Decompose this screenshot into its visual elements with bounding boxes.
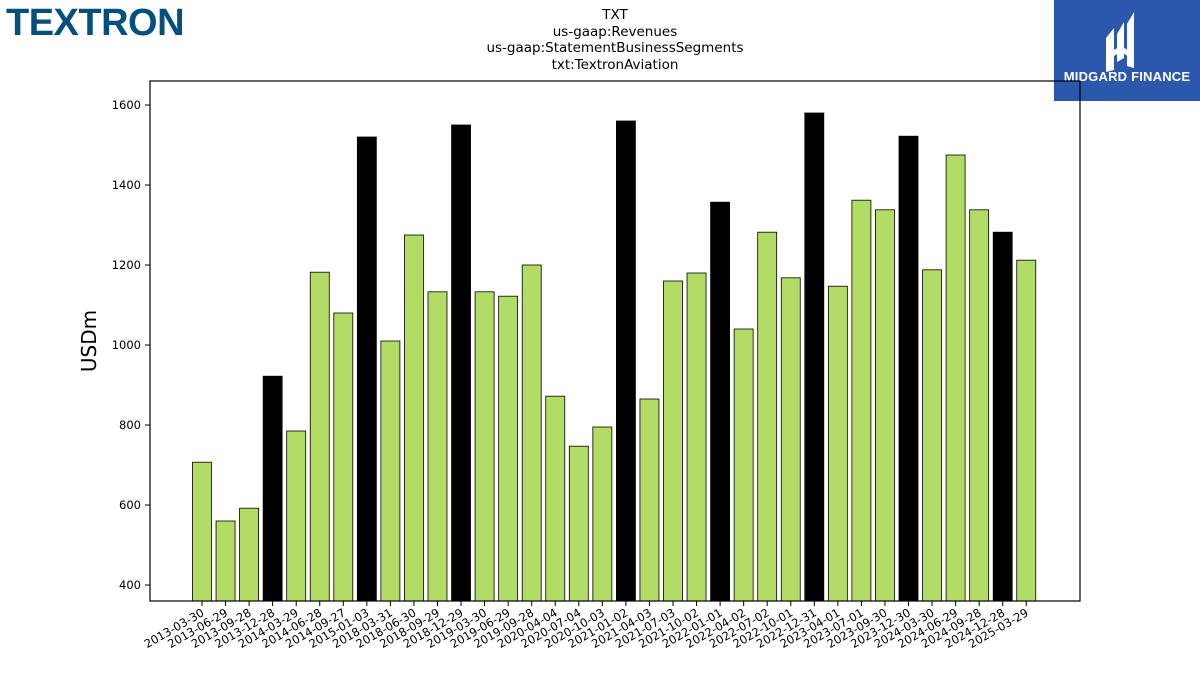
y-tick-label: 1200 — [112, 258, 141, 272]
midgard-finance-logo: MIDGARD FINANCE — [1054, 0, 1200, 101]
y-tick-label: 1400 — [112, 178, 141, 192]
y-tick-label: 1600 — [112, 98, 141, 112]
bar — [192, 461, 212, 602]
bar — [945, 154, 966, 602]
bar — [1016, 259, 1037, 602]
textron-logo: TEXTRON — [6, 2, 185, 44]
bar — [474, 291, 495, 602]
bar — [827, 285, 848, 602]
y-tick-label: 800 — [119, 418, 141, 432]
bar — [804, 112, 825, 602]
chart-title-line-1: TXT — [602, 7, 628, 23]
bar — [969, 209, 990, 602]
bar — [710, 201, 730, 602]
y-tick-label: 600 — [119, 498, 141, 512]
bar — [733, 328, 754, 602]
bar — [215, 520, 236, 602]
bar — [568, 445, 589, 602]
midgard-emblem-icon — [1106, 12, 1134, 72]
chart-title-line-2: us-gaap:Revenues — [552, 23, 678, 40]
y-axis-label: USDm — [77, 310, 101, 372]
midgard-logo-text: MIDGARD FINANCE — [1063, 69, 1191, 84]
bar — [239, 507, 260, 602]
midgard-logo-background — [1054, 0, 1200, 101]
bar — [545, 395, 566, 602]
bar — [686, 272, 707, 602]
bar — [639, 398, 660, 602]
bar — [427, 291, 448, 602]
bar — [992, 231, 1013, 602]
bar — [333, 312, 354, 602]
plot-frame — [149, 80, 1081, 602]
bar — [757, 231, 778, 602]
chart-title: TXT us-gaap:Revenues us-gaap:StatementBu… — [415, 7, 815, 73]
bar — [286, 430, 307, 602]
bar — [851, 199, 872, 602]
y-tick-label: 1000 — [112, 338, 141, 352]
bar — [521, 264, 542, 602]
bar — [922, 269, 942, 602]
bar — [780, 277, 801, 602]
bar — [404, 234, 424, 602]
bar — [356, 136, 377, 602]
bar — [616, 120, 636, 602]
bar — [380, 340, 401, 602]
bar — [262, 375, 283, 602]
bar — [875, 209, 895, 602]
chart-title-line-3: us-gaap:StatementBusinessSegments — [486, 40, 744, 56]
chart-title-line-4: txt:TextronAviation — [551, 56, 679, 73]
bar — [898, 135, 919, 602]
bar — [451, 124, 471, 602]
y-tick-label: 400 — [119, 578, 141, 592]
bar — [663, 280, 683, 602]
bar — [309, 271, 330, 602]
bar — [592, 426, 613, 602]
bar — [498, 295, 519, 602]
